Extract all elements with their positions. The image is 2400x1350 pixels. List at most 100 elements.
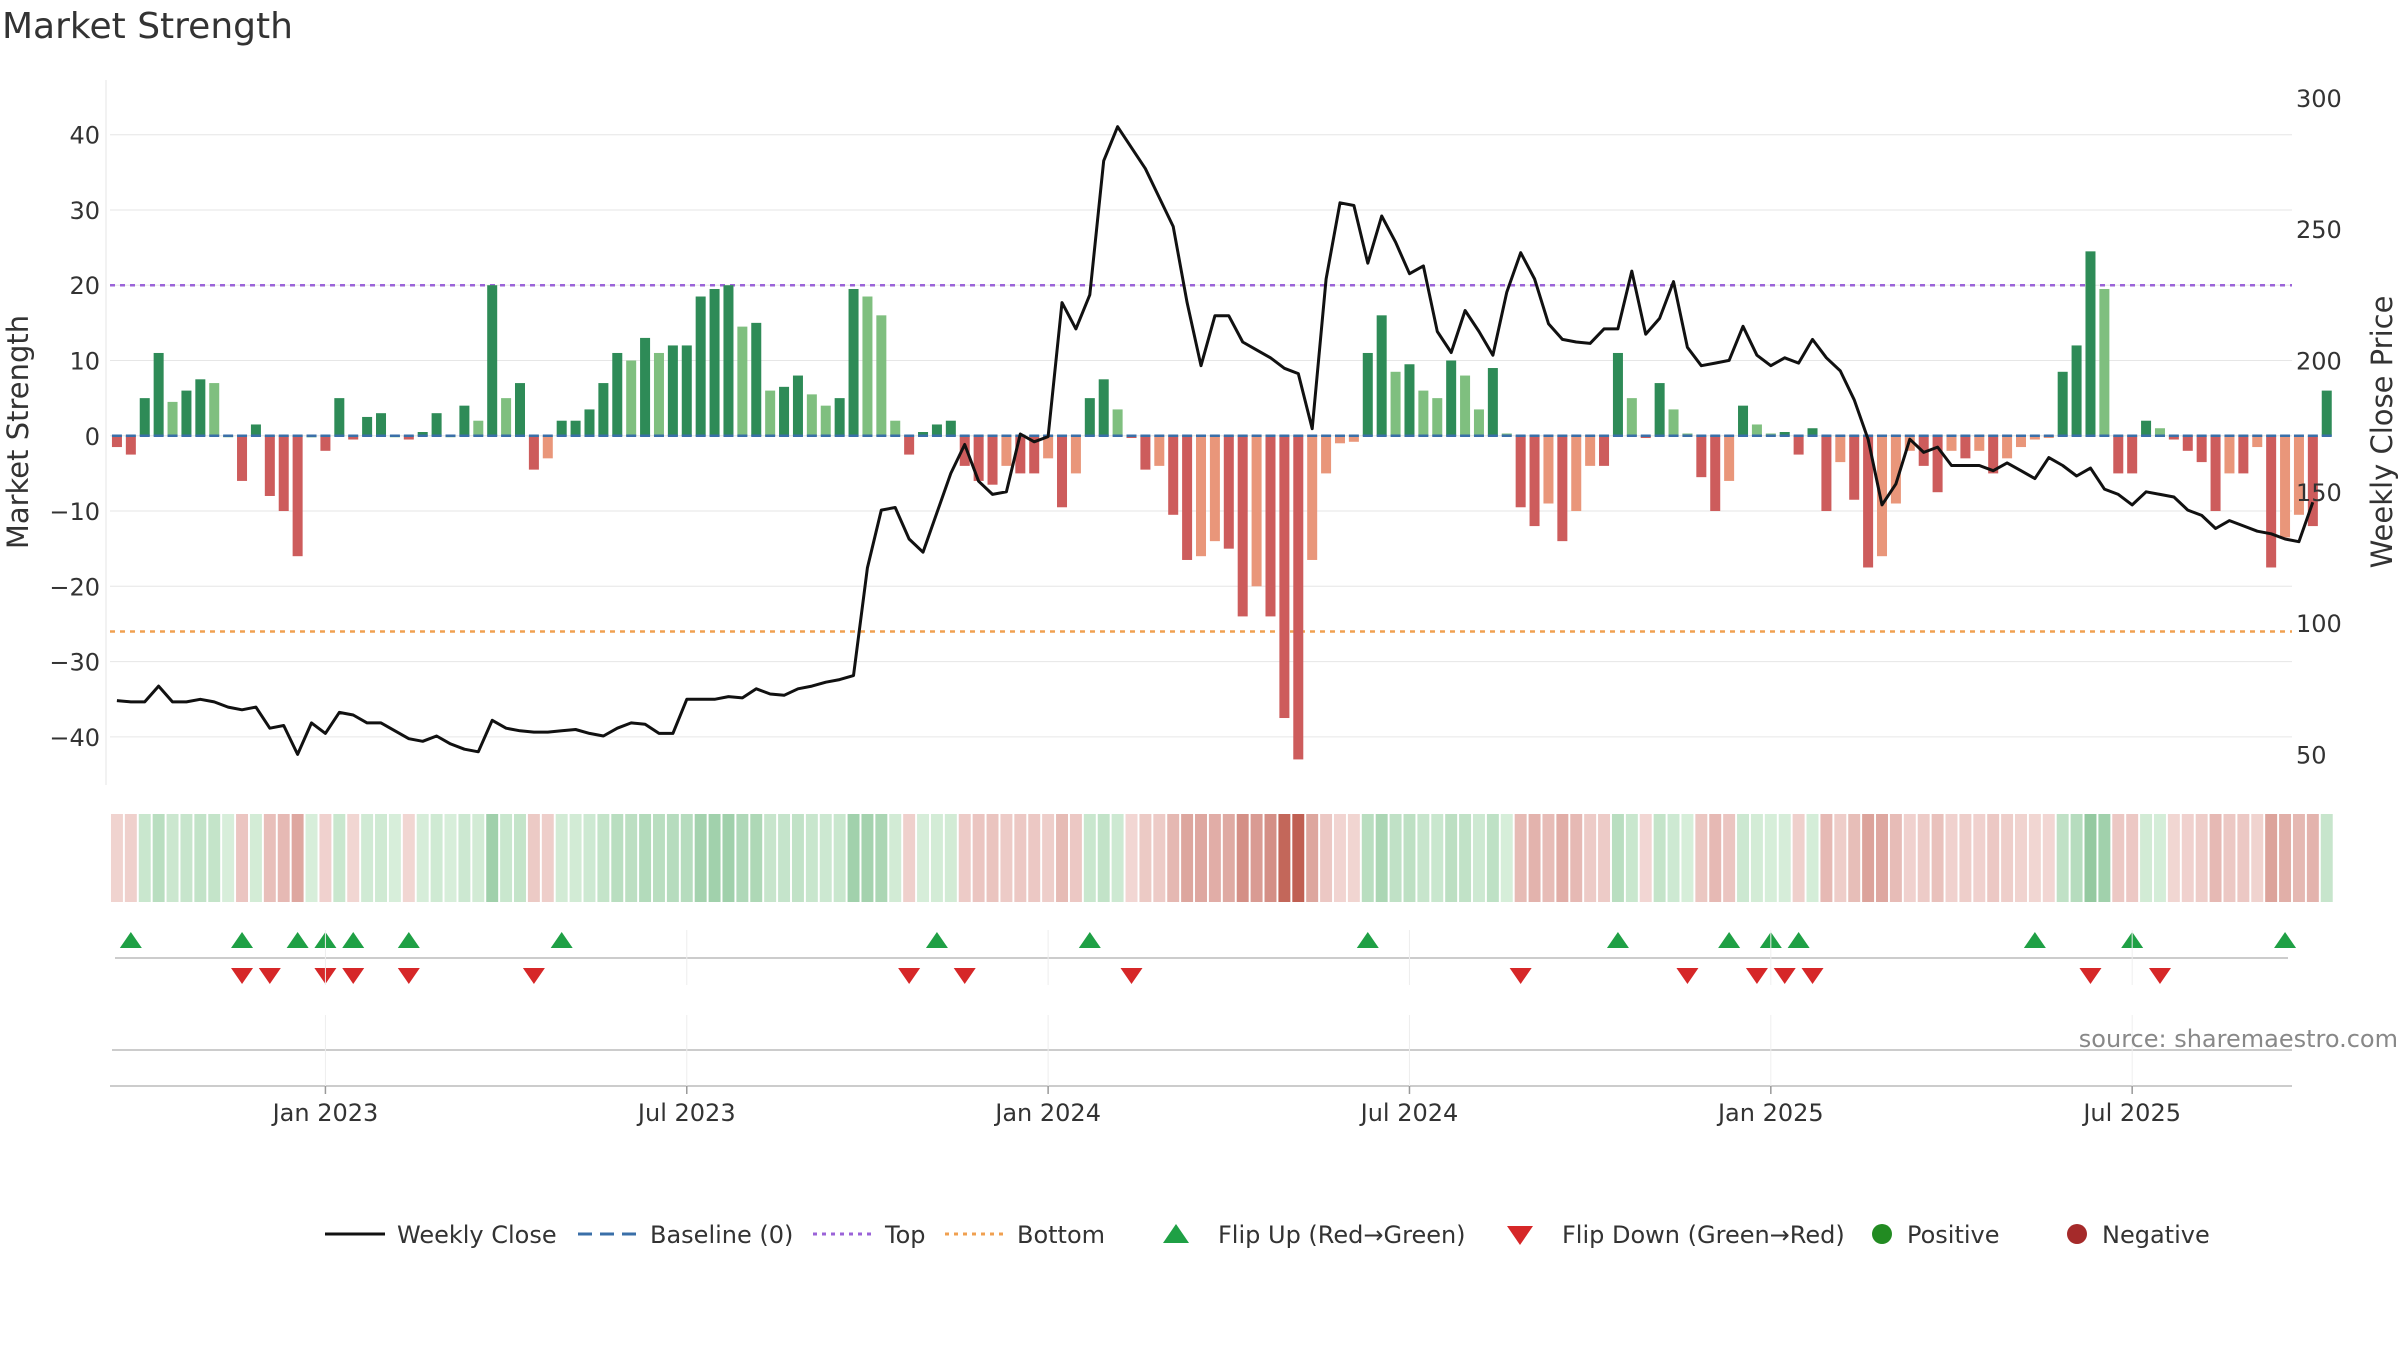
strength-bar: [653, 352, 664, 436]
strength-bar: [834, 398, 845, 436]
strength-bar: [2293, 435, 2304, 515]
strength-bar: [431, 413, 442, 436]
heat-cell: [1153, 814, 1166, 902]
strength-bar: [2252, 435, 2263, 448]
heat-cell: [805, 814, 818, 902]
strength-bar: [1209, 435, 1220, 542]
strength-bar: [1487, 368, 1498, 436]
y-tick-label: 30: [69, 197, 100, 225]
heat-cell: [1681, 814, 1694, 902]
heat-cell: [555, 814, 568, 902]
heat-cell: [2265, 814, 2278, 902]
strength-bar: [1751, 424, 1762, 436]
strength-bar: [1793, 435, 1804, 455]
strength-bar: [2224, 435, 2235, 474]
strength-bar: [278, 435, 289, 512]
strength-bar: [501, 398, 512, 436]
heat-cell: [1834, 814, 1847, 902]
heat-cell: [1278, 814, 1291, 902]
lower-panel: [110, 930, 2292, 1087]
weekly-close-path: [116, 125, 2315, 756]
heat-cell: [972, 814, 985, 902]
heat-cell: [639, 814, 652, 902]
strength-bar: [1571, 435, 1582, 512]
strength-bar: [737, 326, 748, 436]
heat-cell: [722, 814, 735, 902]
strength-bar: [1890, 435, 1901, 504]
strength-bar: [139, 398, 150, 436]
strength-bar: [904, 435, 915, 455]
flip-down-marker: [1745, 968, 1768, 984]
heat-cell: [666, 814, 679, 902]
heat-cell: [458, 814, 471, 902]
heat-cell: [277, 814, 290, 902]
heat-cell: [1028, 814, 1041, 902]
flip-down-marker: [898, 968, 921, 984]
strength-bar: [1807, 428, 1818, 436]
strength-bar: [1960, 435, 1971, 459]
heat-cell: [1542, 814, 1555, 902]
strength-bar: [626, 360, 637, 436]
heat-cell: [1806, 814, 1819, 902]
strength-bar: [1293, 435, 1304, 760]
heat-cell: [1931, 814, 1944, 902]
strength-bar: [695, 296, 706, 436]
strength-bar: [2210, 435, 2221, 512]
heat-cell: [1709, 814, 1722, 902]
heat-cell: [833, 814, 846, 902]
strength-bar: [1585, 435, 1596, 466]
strength-bar: [848, 288, 859, 436]
strength-bar: [125, 435, 136, 455]
heat-cell: [1139, 814, 1152, 902]
legend-swatch-positive: [1872, 1224, 1892, 1244]
strength-bar: [973, 435, 984, 481]
heat-cell: [917, 814, 930, 902]
heat-cell: [1611, 814, 1624, 902]
heat-cell: [166, 814, 179, 902]
heat-cell: [1069, 814, 1082, 902]
heat-cell: [319, 814, 332, 902]
strength-bar: [487, 285, 498, 436]
strength-bar: [556, 420, 567, 436]
legend-label: Flip Down (Green→Red): [1562, 1221, 1845, 1249]
heat-cell: [1653, 814, 1666, 902]
strength-bar: [334, 398, 345, 436]
y2-tick-label: 200: [2296, 347, 2342, 375]
heat-cell: [1000, 814, 1013, 902]
heat-cell: [527, 814, 540, 902]
x-tick-label: Jul 2023: [636, 1099, 736, 1127]
flip-down-marker: [2079, 968, 2102, 984]
flip-up-marker: [231, 932, 254, 948]
strength-bar: [598, 383, 609, 436]
strength-bar: [417, 432, 428, 436]
heat-cell: [1181, 814, 1194, 902]
strength-bar: [723, 285, 734, 436]
strength-bar: [1098, 379, 1109, 436]
y2-tick-label: 250: [2296, 216, 2342, 244]
strength-bar: [2029, 435, 2040, 440]
y-tick-label: 0: [85, 423, 100, 451]
y-tick-label: −40: [49, 724, 100, 752]
heat-cell: [680, 814, 693, 902]
heat-cell: [208, 814, 221, 902]
heat-cell: [1862, 814, 1875, 902]
flip-down-marker: [2148, 968, 2171, 984]
heat-cell: [861, 814, 874, 902]
heat-cell: [778, 814, 791, 902]
strength-bar: [1849, 435, 1860, 500]
heat-cell: [2015, 814, 2027, 902]
heat-cell: [2001, 814, 2014, 902]
legend-label: Bottom: [1017, 1221, 1105, 1249]
strength-bar: [1057, 435, 1068, 508]
source-note: source: sharemaestro.com: [2079, 1025, 2398, 1053]
heat-cell: [1903, 814, 1916, 902]
strength-bar: [876, 315, 887, 436]
strength-bar: [1932, 435, 1943, 493]
heat-cell: [903, 814, 916, 902]
heat-cell: [1737, 814, 1750, 902]
heat-cell: [236, 814, 249, 902]
strength-bar: [1696, 435, 1707, 478]
strength-bar: [1738, 405, 1749, 436]
strength-bar: [181, 390, 192, 436]
heat-cell: [1695, 814, 1708, 902]
